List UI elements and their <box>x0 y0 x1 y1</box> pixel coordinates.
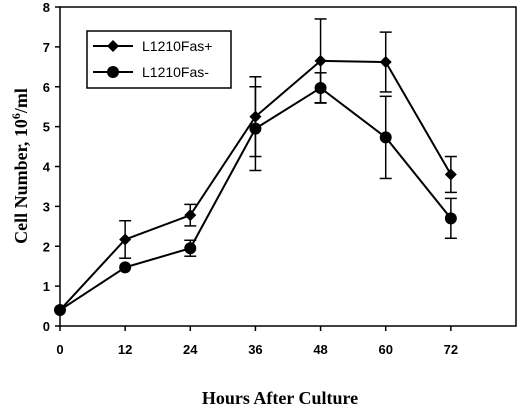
x-axis-ticks: 0 12 24 36 48 60 72 <box>56 326 458 357</box>
x-tick-label: 72 <box>444 342 458 357</box>
legend-box <box>86 30 232 89</box>
legend: L1210Fas+ L1210Fas- <box>86 30 232 89</box>
series-2 <box>54 72 457 317</box>
x-tick-label: 48 <box>313 342 327 357</box>
y-tick-label: 1 <box>43 279 50 294</box>
y-tick-label: 8 <box>43 0 50 15</box>
data-point-circle <box>314 81 327 94</box>
y-tick-label: 4 <box>43 160 51 175</box>
x-tick-label: 60 <box>378 342 392 357</box>
data-point-circle <box>444 212 457 225</box>
y-tick-label: 6 <box>43 80 50 95</box>
x-tick-label: 36 <box>248 342 262 357</box>
data-point-circle <box>119 261 132 274</box>
x-tick-label: 0 <box>56 342 63 357</box>
series-layer <box>54 18 457 317</box>
y-tick-label: 2 <box>43 239 50 254</box>
legend-diamond-marker <box>107 40 119 52</box>
y-tick-label: 7 <box>43 40 50 55</box>
data-point-diamond <box>379 56 392 69</box>
y-axis-title-main: Cell Number, 10 <box>11 119 31 244</box>
y-tick-label: 5 <box>43 120 50 135</box>
data-point-diamond <box>119 233 132 246</box>
y-axis-ticks: 0 1 2 3 4 5 6 7 8 <box>43 0 60 334</box>
data-point-circle <box>54 304 66 317</box>
legend-circle-marker <box>107 66 119 78</box>
y-axis-title: Cell Number, 106/ml <box>9 88 31 244</box>
y-axis-title-unit: /ml <box>11 88 31 114</box>
data-point-diamond <box>444 168 457 181</box>
legend-label-series-2: L1210Fas- <box>142 64 209 80</box>
data-point-diamond <box>314 54 327 67</box>
data-point-diamond <box>184 209 197 222</box>
data-point-circle <box>249 122 262 135</box>
y-tick-label: 0 <box>43 319 50 334</box>
legend-label-series-1: L1210Fas+ <box>142 38 212 54</box>
x-axis-title: Hours After Culture <box>202 388 358 408</box>
y-tick-label: 3 <box>43 199 50 214</box>
x-tick-label: 24 <box>183 342 198 357</box>
x-tick-label: 12 <box>118 342 132 357</box>
data-point-circle <box>379 131 392 144</box>
y-axis-title-exponent: 6 <box>9 113 23 119</box>
data-point-circle <box>184 242 197 255</box>
